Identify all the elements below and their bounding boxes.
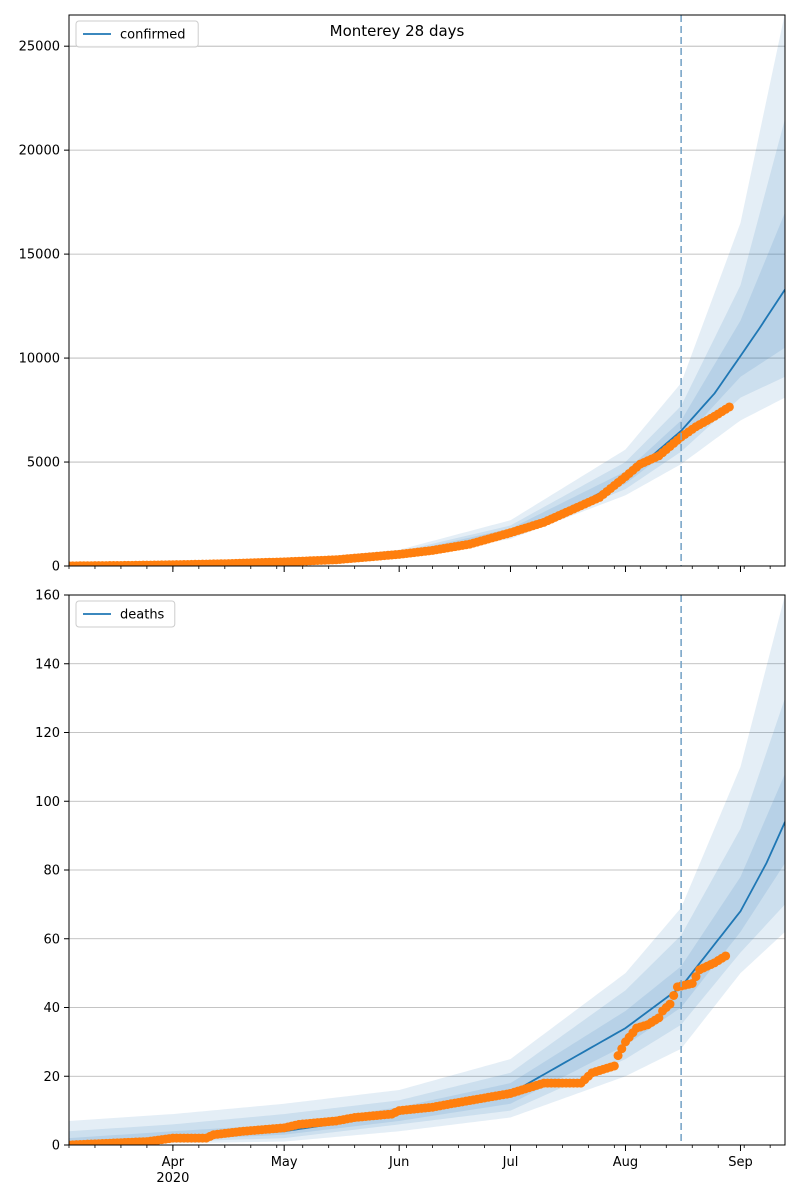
chart1-legend-box [75,20,199,48]
chart2-observed-point [721,951,731,961]
chart1-y-tick-label: 5000 [27,456,60,471]
chart2-panel: 0 20 40 60 80 100 120 140 160 Apr May Jun Jul Aug Sep 2… [35,589,786,1186]
chart2-observed-point [654,1013,664,1023]
chart1-y-tick-label: 0 [52,560,60,575]
chart2-y-tick-label: 160 [35,589,60,604]
chart2-y-tick-label: 60 [43,932,60,947]
chart2-x-tick-label: Jun [388,1155,409,1170]
chart2-observed-point [617,1044,627,1054]
chart2-x-tick-label: May [271,1155,298,1170]
chart2-plot-area [69,595,785,1145]
chart2-uncertainty-band-3 [69,773,785,1145]
chart2-y-tick-label: 40 [43,1001,60,1016]
chart1-y-tick-label: 20000 [19,144,60,159]
chart2-y-tick-label: 140 [35,657,60,672]
chart2-x-tick-label: Apr [162,1155,185,1170]
chart1-panel: 0 5000 10000 15000 20000 25000 confirmed [19,14,786,575]
chart2-x-year-label: 2020 [156,1171,189,1186]
chart2-observed-point [687,978,697,988]
chart1-plot-area [69,15,785,566]
chart2-legend: deaths [75,600,176,628]
chart2-uncertainty-band-1 [69,595,785,1145]
chart2-y-tick-label: 20 [43,1070,60,1085]
chart2-y-tick-label: 80 [43,864,60,879]
chart1-observed-point [724,402,734,412]
chart2-x-tick-label: Jul [502,1155,519,1170]
chart2-x-tick-label: Sep [728,1155,753,1170]
chart2-y-tick-label: 100 [35,795,60,810]
chart2-observed-point [691,972,701,982]
chart1-legend-label: confirmed [120,28,186,43]
chart1-y-tick-label: 15000 [19,248,60,263]
chart2-legend-label: deaths [120,608,165,623]
chart2-observed-point [609,1061,619,1071]
chart1-y-tick-label: 25000 [19,40,60,55]
chart1-axes-frame [68,14,786,567]
chart2-observed-point [669,990,679,1000]
chart-title: Monterey 28 days [330,22,465,40]
chart2-observed-point [613,1051,623,1061]
chart1-y-tick-label: 10000 [19,352,60,367]
chart2-y-tick-label: 0 [52,1139,60,1154]
chart2-legend-box [75,600,176,628]
chart1-legend: confirmed [75,20,199,48]
chart2-observed-point [665,999,675,1009]
chart2-y-tick-label: 120 [35,726,60,741]
chart2-x-tick-label: Aug [613,1155,638,1170]
chart2-uncertainty-band-2 [69,698,785,1145]
